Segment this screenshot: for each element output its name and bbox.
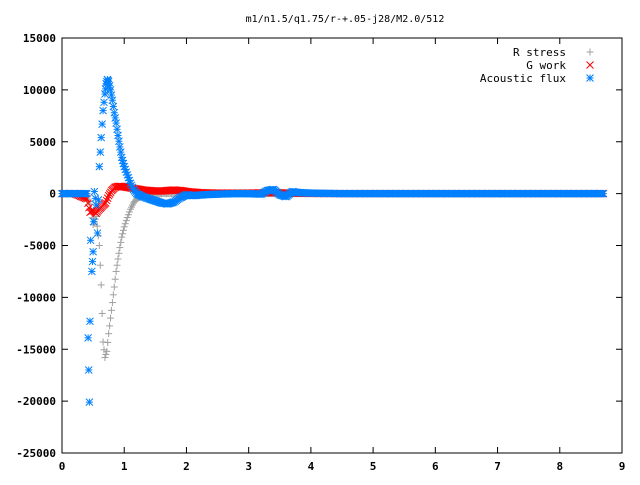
data-point [87,318,94,325]
y-tick-label: 10000 [23,84,56,97]
data-point [118,234,125,241]
legend-label: Acoustic flux [480,72,566,85]
data-point [96,163,103,170]
data-point [100,107,107,114]
data-point [100,338,107,345]
data-point [86,399,93,406]
data-point [96,242,103,249]
x-tick-label: 1 [121,460,128,473]
data-point [94,223,101,230]
x-tick-label: 6 [432,460,439,473]
data-point [600,190,607,197]
y-tick-label: -20000 [16,395,56,408]
data-point [115,255,122,262]
data-point [85,334,92,341]
data-point [115,250,122,257]
series-r-stress [59,190,607,361]
y-tick-label: -10000 [16,291,56,304]
legend-label: R stress [513,46,566,59]
data-point [90,218,97,225]
data-point [89,258,96,265]
data-point [119,230,126,237]
data-point [122,220,129,227]
data-point [110,291,117,298]
x-tick-label: 9 [619,460,626,473]
data-point [90,248,97,255]
data-point [108,307,115,314]
data-point [83,190,90,197]
x-tick-label: 8 [556,460,563,473]
data-point [101,99,108,106]
x-tick-label: 3 [245,460,252,473]
data-point [104,339,111,346]
data-point [113,120,120,127]
x-tick-label: 5 [370,460,377,473]
legend-label: G work [526,59,566,72]
data-point [97,262,104,269]
data-point [111,284,118,291]
data-point [91,188,98,195]
data-point [98,134,105,141]
y-tick-label: 5000 [30,136,57,149]
data-point [95,196,102,203]
data-point [112,276,119,283]
data-point [114,262,121,269]
data-point [117,239,124,246]
data-point [110,103,117,110]
y-tick-label: -5000 [23,240,56,253]
legend-marker [587,62,594,69]
data-point [85,367,92,374]
data-point [99,121,106,128]
data-point [109,97,116,104]
data-point [121,223,128,230]
data-point [101,354,108,361]
data-layer [59,76,607,406]
x-tick-label: 0 [59,460,66,473]
data-point [109,299,116,306]
data-point [94,230,101,237]
plot-frame [62,38,622,453]
y-tick-label: -15000 [16,343,56,356]
data-point [107,315,114,322]
legend-marker [587,75,594,82]
data-point [102,351,109,358]
data-point [97,149,104,156]
data-point [120,227,127,234]
data-point [113,268,120,275]
axes-layer: 0 1 2 3 4 5 6 7 8 9 15000 10000 5000 0 -5000 -10000 -150… [16,32,625,473]
x-tick-label: 7 [494,460,501,473]
y-tick-label: 0 [49,188,56,201]
x-tick-label: 2 [183,460,190,473]
series-acoustic-flux [59,76,607,406]
data-point [98,281,105,288]
data-point [99,310,106,317]
data-point [116,244,123,251]
x-tick-label: 4 [308,460,315,473]
y-tick-label: 15000 [23,32,56,45]
data-point [114,126,121,133]
data-point [87,237,94,244]
data-point [88,268,95,275]
y-tick-label: -25000 [16,447,56,460]
data-point [106,322,113,329]
data-point [105,330,112,337]
legend-marker [587,49,594,56]
chart-title: m1/n1.5/q1.75/r-+.05-j28/M2.0/512 [246,14,445,25]
